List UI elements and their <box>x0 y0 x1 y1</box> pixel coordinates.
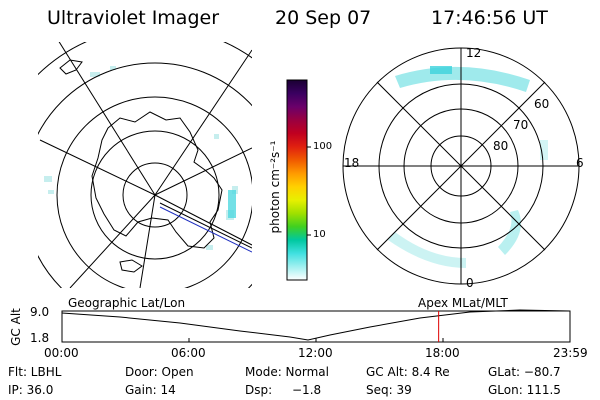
timeline-xtick-3: 18:00 <box>425 346 460 360</box>
dsp-value: −1.8 <box>292 383 322 397</box>
timeline-ytick-bottom: 1.8 <box>30 331 50 345</box>
timeline-ytick-top: 9.0 <box>30 305 50 319</box>
colorbar <box>286 79 311 281</box>
timeline-ylabel: GC Alt <box>9 308 23 346</box>
door-label: Door: Open <box>125 365 194 379</box>
timeline-xtick-4: 23:59 <box>553 346 588 360</box>
colorbar-tick-label-10: 10 <box>313 229 326 240</box>
mlat-label-70: 70 <box>513 118 529 132</box>
coastline-island <box>119 259 143 273</box>
polar-spokes <box>343 48 579 284</box>
dsp-label: Dsp: <box>245 383 273 397</box>
satellite-track <box>159 202 252 253</box>
timeline-left-title: Geographic Lat/Lon <box>68 296 186 310</box>
mlat-label-60: 60 <box>534 97 550 111</box>
mode-label: Mode: Normal <box>245 365 329 379</box>
date-label: 20 Sep 07 <box>275 7 372 29</box>
mlt-label-18: 18 <box>344 156 360 170</box>
time-label: 17:46:56 UT <box>431 7 548 29</box>
seq-label: Seq: 39 <box>366 383 412 397</box>
colorbar-scale <box>286 79 308 281</box>
mlt-label-6: 6 <box>576 156 584 170</box>
aurora-emission-right <box>388 66 548 268</box>
timeline-frame <box>61 310 571 343</box>
latitude-circles <box>38 42 252 288</box>
aurora-bright-patch <box>228 190 236 218</box>
timeline-x-ticks <box>61 338 571 342</box>
colorbar-tick-label-100: 100 <box>313 141 333 152</box>
coastline-north <box>59 59 83 75</box>
glon-label: GLon: 111.5 <box>488 383 561 397</box>
coastline <box>91 111 223 249</box>
timeline-xtick-1: 06:00 <box>171 346 206 360</box>
altitude-curve <box>61 309 571 341</box>
mlat-label-80: 80 <box>493 139 509 153</box>
timeline-right-title: Apex MLat/MLT <box>418 296 508 310</box>
gain-label: Gain: 14 <box>125 383 176 397</box>
mlt-label-0: 0 <box>466 276 474 290</box>
timeline-panel <box>61 309 571 343</box>
filter-label: Flt: LBHL <box>8 365 62 379</box>
timeline-xtick-2: 12:00 <box>298 346 333 360</box>
instrument-title: Ultraviolet Imager <box>47 7 220 29</box>
meridian-lines <box>39 42 252 288</box>
timeline-xtick-0: 00:00 <box>44 346 79 360</box>
polar-plot <box>342 47 580 285</box>
geographic-map <box>38 42 252 288</box>
ip-label: IP: 36.0 <box>8 383 54 397</box>
glat-label: GLat: −80.7 <box>488 365 561 379</box>
gc-alt-label: GC Alt: 8.4 Re <box>366 365 450 379</box>
colorbar-unit-label: photon cm⁻²s⁻¹ <box>268 140 282 234</box>
mlt-label-12: 12 <box>466 46 482 60</box>
